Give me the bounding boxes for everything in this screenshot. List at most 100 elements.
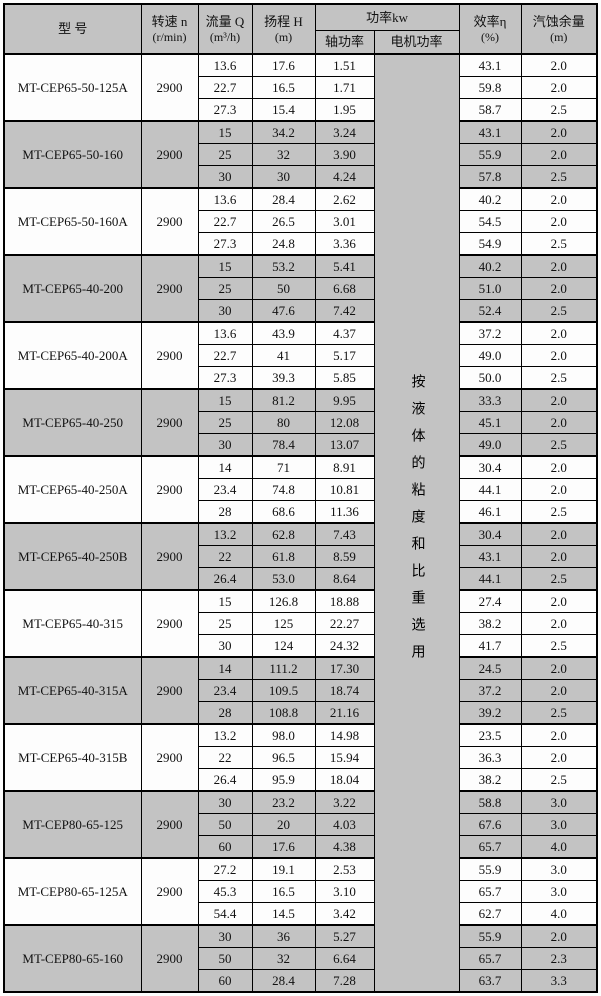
shaft-power-cell: 5.17 — [314, 344, 375, 367]
flow-cell: 25 — [197, 277, 253, 300]
flow-cell: 27.3 — [197, 366, 253, 390]
flow-cell: 15 — [197, 120, 253, 144]
head-cell: 125 — [251, 612, 316, 635]
head-cell: 68.6 — [251, 500, 316, 524]
npsh-cell: 2.5 — [520, 701, 598, 725]
shaft-power-cell: 18.04 — [314, 768, 375, 792]
npsh-cell: 3.0 — [520, 880, 598, 903]
model-cell: MT-CEP80-65-125 — [3, 790, 142, 859]
flow-cell: 25 — [197, 143, 253, 166]
model-cell: MT-CEP65-40-200 — [3, 254, 142, 323]
flow-cell: 14 — [197, 455, 253, 479]
flow-cell: 14 — [197, 656, 253, 680]
speed-cell: 2900 — [140, 53, 199, 122]
head-cell: 80 — [251, 411, 316, 434]
efficiency-cell: 44.1 — [458, 567, 522, 591]
npsh-cell: 2.5 — [520, 567, 598, 591]
table-row: 30 78.4 13.07 49.0 2.5 — [4, 433, 598, 457]
col-header-shaft-power: 轴功率 — [314, 30, 375, 55]
npsh-cell: 2.0 — [520, 589, 598, 613]
npsh-cell: 2.5 — [520, 768, 598, 792]
flow-cell: 23.4 — [197, 679, 253, 702]
npsh-cell: 2.5 — [520, 165, 598, 189]
speed-cell: 2900 — [140, 656, 199, 725]
col-header-flow-unit: (m³/h) — [209, 29, 241, 44]
shaft-power-cell: 11.36 — [314, 500, 375, 524]
head-cell: 14.5 — [251, 902, 316, 926]
col-header-motor-power-label: 电机功率 — [390, 34, 443, 50]
shaft-power-cell: 7.28 — [314, 969, 375, 993]
head-cell: 109.5 — [251, 679, 316, 702]
flow-cell: 45.3 — [197, 880, 253, 903]
shaft-power-cell: 7.42 — [314, 299, 375, 323]
flow-cell: 60 — [197, 969, 253, 993]
head-cell: 108.8 — [251, 701, 316, 725]
table-row: MT-CEP65-40-250 2900 15 81.2 9.95 33.3 2.0 — [3, 388, 598, 457]
head-cell: 17.6 — [251, 53, 316, 77]
shaft-power-cell: 1.95 — [314, 98, 375, 122]
head-cell: 98.0 — [251, 723, 316, 747]
table-row: 50 20 4.03 67.6 3.0 — [4, 813, 598, 836]
table-row: MT-CEP65-40-315B 2900 13.2 98.0 14.98 23.5 2.0 — [3, 723, 598, 792]
npsh-cell: 2.0 — [520, 723, 598, 747]
efficiency-cell: 49.0 — [458, 433, 522, 457]
flow-cell: 30 — [197, 790, 253, 814]
model-cell: MT-CEP65-40-315 — [3, 589, 142, 658]
efficiency-cell: 37.2 — [458, 321, 522, 345]
head-cell: 95.9 — [251, 768, 316, 792]
efficiency-cell: 52.4 — [458, 299, 522, 323]
flow-cell: 13.6 — [197, 53, 253, 77]
speed-cell: 2900 — [140, 187, 199, 256]
table-row: 23.4 74.8 10.81 44.1 2.0 — [4, 478, 598, 501]
speed-cell: 2900 — [140, 522, 199, 591]
shaft-power-cell: 1.51 — [314, 53, 375, 77]
npsh-cell: 2.0 — [520, 187, 598, 211]
shaft-power-cell: 5.41 — [314, 254, 375, 278]
shaft-power-cell: 6.68 — [314, 277, 375, 300]
flow-cell: 13.6 — [197, 321, 253, 345]
shaft-power-cell: 14.98 — [314, 723, 375, 747]
npsh-cell: 2.3 — [520, 947, 598, 970]
efficiency-cell: 27.4 — [458, 589, 522, 613]
head-cell: 17.6 — [251, 835, 316, 859]
flow-cell: 30 — [197, 634, 253, 658]
table-row: 25 125 22.27 38.2 2.0 — [4, 612, 598, 635]
speed-cell: 2900 — [140, 455, 199, 524]
pump-spec-table: 型 号 转速 n (r/min) 流量 Q (m³/h) 扬程 H (m) 功率… — [3, 3, 599, 993]
npsh-cell: 2.0 — [520, 210, 598, 233]
head-cell: 26.5 — [251, 210, 316, 233]
efficiency-cell: 50.0 — [458, 366, 522, 390]
head-cell: 47.6 — [251, 299, 316, 323]
col-header-npsh-unit: (m) — [550, 29, 568, 44]
shaft-power-cell: 4.38 — [314, 835, 375, 859]
speed-cell: 2900 — [140, 388, 199, 457]
flow-cell: 13.2 — [197, 723, 253, 747]
shaft-power-cell: 3.10 — [314, 880, 375, 903]
head-cell: 53.0 — [251, 567, 316, 591]
npsh-cell: 2.5 — [520, 433, 598, 457]
npsh-cell: 2.0 — [520, 455, 598, 479]
efficiency-cell: 55.9 — [458, 143, 522, 166]
efficiency-cell: 58.7 — [458, 98, 522, 122]
table-row: MT-CEP65-50-160A 2900 13.6 28.4 2.62 40.2 2.0 — [3, 187, 598, 256]
speed-cell: 2900 — [140, 723, 199, 792]
efficiency-cell: 59.8 — [458, 76, 522, 99]
head-cell: 111.2 — [251, 656, 316, 680]
model-cell: MT-CEP65-50-160A — [3, 187, 142, 256]
efficiency-cell: 39.2 — [458, 701, 522, 725]
shaft-power-cell: 3.90 — [314, 143, 375, 166]
flow-cell: 15 — [197, 589, 253, 613]
flow-cell: 27.2 — [197, 857, 253, 881]
efficiency-cell: 46.1 — [458, 500, 522, 524]
npsh-cell: 2.5 — [520, 500, 598, 524]
npsh-cell: 2.0 — [520, 277, 598, 300]
head-cell: 15.4 — [251, 98, 316, 122]
table-row: MT-CEP65-40-315A 2900 14 111.2 17.30 24.5 2.0 — [3, 656, 598, 725]
flow-cell: 23.4 — [197, 478, 253, 501]
shaft-power-cell: 12.08 — [314, 411, 375, 434]
efficiency-cell: 37.2 — [458, 679, 522, 702]
npsh-cell: 4.0 — [520, 835, 598, 859]
table-header: 型 号 转速 n (r/min) 流量 Q (m³/h) 扬程 H (m) 功率… — [3, 3, 598, 55]
flow-cell: 22.7 — [197, 210, 253, 233]
table-row: MT-CEP65-50-160 2900 15 34.2 3.24 43.1 2.0 — [3, 120, 598, 189]
